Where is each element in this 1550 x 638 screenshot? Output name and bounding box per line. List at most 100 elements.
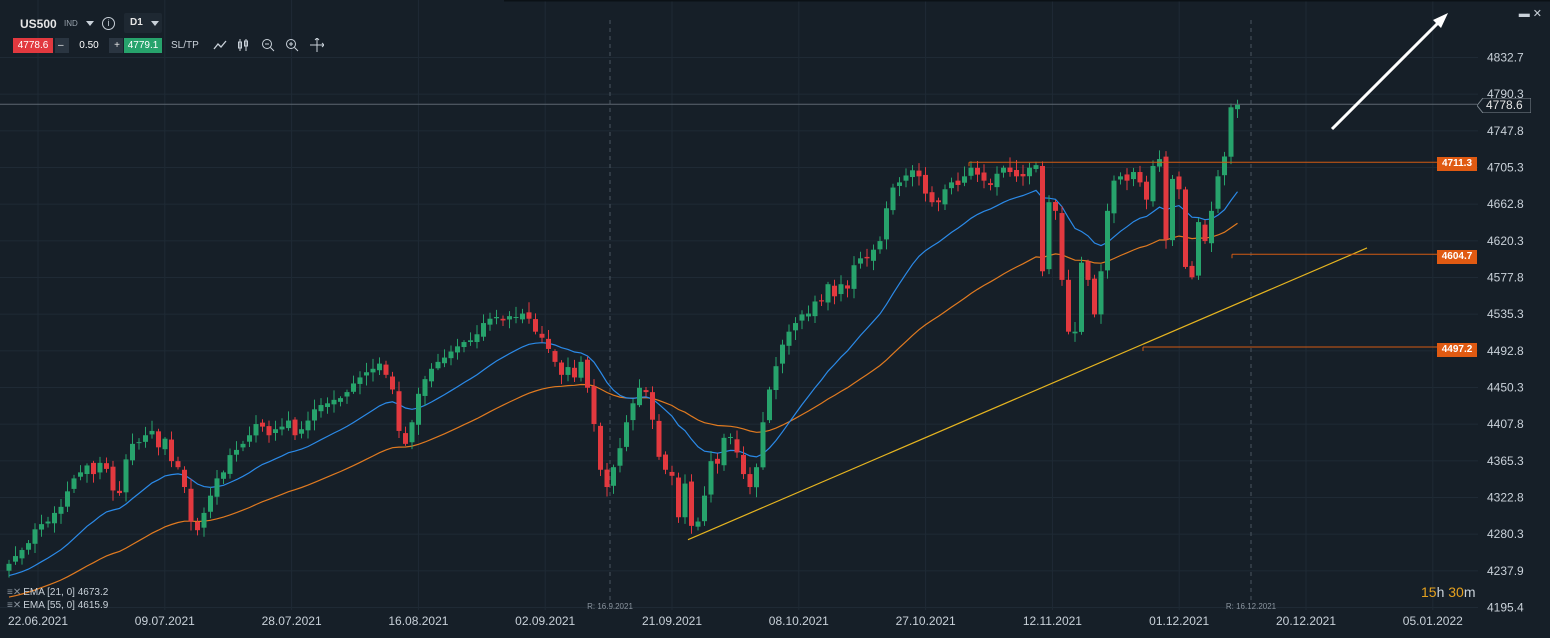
candle-body [884,208,889,240]
sell-button[interactable]: 4778.6 [13,38,53,53]
candle-body [71,478,77,489]
candle-body [292,419,298,436]
ema-55-line [8,222,1238,598]
candle-body [253,424,259,436]
level-label-3: 4497.2 [1437,343,1477,357]
ema-55-legend[interactable]: ≡✕ EMA [55, 0] 4615.9 [7,600,108,611]
symbol-name[interactable]: US500 [20,17,57,31]
zoom-in-icon[interactable] [284,38,300,54]
candle-body [741,454,746,475]
candle-body [591,386,597,425]
y-tick-label: 4365.3 [1487,454,1524,468]
candle-body [897,182,902,186]
candle-body [338,398,343,402]
candle-body [344,392,350,397]
candle-body [130,443,135,461]
candle-body [487,318,493,325]
candle-body [474,334,480,343]
candle-body [637,387,642,406]
timeframe-select[interactable]: D1 [124,13,162,33]
y-tick-label: 4322.8 [1487,491,1524,505]
buy-button[interactable]: 4779.1 [124,38,162,53]
timeframe-value: D1 [130,17,143,28]
candle-body [858,258,863,264]
x-tick-label: 28.07.2021 [262,614,322,628]
candle-body [650,392,655,420]
increase-button[interactable]: + [114,40,120,51]
candle-body [435,361,441,369]
ema-21-legend[interactable]: ≡✕ EMA [21, 0] 4673.2 [7,587,108,598]
x-tick-label: 16.08.2021 [388,614,448,628]
candle-body [1235,104,1240,110]
crosshair-icon[interactable] [309,37,325,54]
candle-body [97,462,103,473]
candle-body [812,301,818,317]
candle-body [331,399,337,405]
candle-body [916,170,922,177]
candle-body [1189,265,1195,278]
candle-body [19,550,25,559]
candle-body [923,174,928,194]
candle-body [6,563,12,571]
x-tick-label: 01.12.2021 [1149,614,1209,628]
candle-body [1157,159,1162,167]
session-marker-label: R: 16.12.2021 [1226,602,1277,611]
y-tick-label: 4662.8 [1487,197,1524,211]
candles-icon[interactable] [236,38,252,54]
candle-body [1228,107,1234,157]
ema-21-remove-icon[interactable]: ≡✕ [7,587,22,598]
info-icon[interactable]: i [102,17,115,30]
candle-body [819,300,824,302]
candle-body [851,265,857,289]
candle-body [1118,176,1123,180]
candle-body [1202,224,1208,242]
candle-body [1131,172,1136,180]
quantity-input[interactable]: 0.50 [69,38,109,53]
candle-body [65,491,70,507]
candle-body [169,439,174,462]
candle-body [156,431,161,448]
candle-body [91,462,96,475]
quantity-stepper[interactable]: – 0.50 + [55,38,123,53]
candle-body [708,461,714,495]
y-tick-label: 4747.8 [1487,124,1524,138]
candle-body [318,405,324,412]
y-tick-label: 4620.3 [1487,234,1524,248]
candle-body [58,506,64,514]
candle-body [760,422,766,468]
candle-body [611,467,616,486]
candle-body [357,377,363,384]
ema-55-remove-icon[interactable]: ≡✕ [7,600,22,611]
candle-body [143,435,148,442]
candle-body [1144,181,1149,200]
line-chart-icon[interactable] [212,38,228,54]
collapse-icon[interactable]: ▬ [1518,8,1530,20]
candle-body [422,379,428,396]
candle-body [390,376,395,390]
current-price-value: 4778.6 [1486,98,1523,112]
close-icon[interactable]: ✕ [1532,8,1542,20]
x-tick-label: 21.09.2021 [642,614,702,628]
candle-body [1059,213,1065,280]
session-marker-label: R: 16.9.2021 [587,602,633,611]
candle-body [559,362,564,375]
x-tick-label: 20.12.2021 [1276,614,1336,628]
sltp-button[interactable]: SL/TP [171,40,199,51]
candle-body [279,426,285,430]
candle-body [104,463,109,469]
candles [6,99,1240,578]
candle-body [702,495,707,522]
candle-body [910,170,915,178]
candle-body [247,435,252,442]
candle-body [13,556,18,562]
candle-body [539,333,545,338]
candle-body [624,422,629,447]
decrease-button[interactable]: – [58,40,64,51]
candle-body [975,167,980,175]
symbol-dropdown-icon[interactable] [86,21,94,26]
candle-body [793,323,798,331]
market-type[interactable]: IND [64,19,78,28]
zoom-out-icon[interactable] [260,38,276,54]
y-tick-label: 4237.9 [1487,564,1524,578]
